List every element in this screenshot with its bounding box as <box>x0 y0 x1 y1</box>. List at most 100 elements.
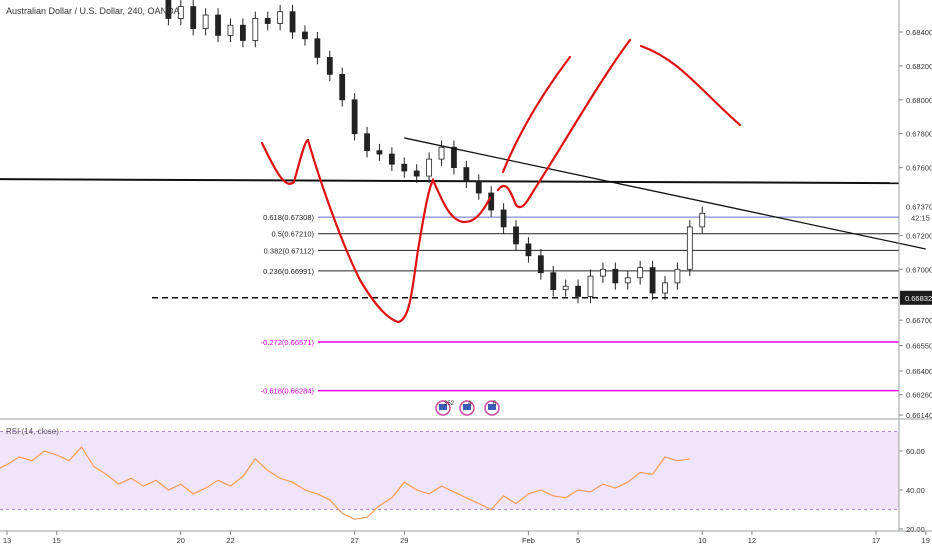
price-pane: 0.618(0.67308) 0.5(0.67210) 0.382(0.67112)… <box>0 0 926 419</box>
candle-body <box>314 38 321 58</box>
candle-body <box>525 243 532 257</box>
time-axis-label: 10 <box>698 536 706 545</box>
price-axis-label: 0.67800 <box>906 130 932 139</box>
candle-body <box>289 11 296 33</box>
candle-body <box>451 146 457 168</box>
horizontal-line-layer <box>0 178 900 299</box>
candle-body <box>686 226 693 270</box>
fib-label: 0.382(0.67112) <box>264 246 315 255</box>
candle-body <box>202 14 209 30</box>
price-axis-label: 0.68400 <box>906 28 932 37</box>
time-axis-label: 5 <box>576 536 580 545</box>
price-axis-label: 0.67000 <box>906 265 932 274</box>
hand-drawn-curve <box>501 55 572 174</box>
hand-drawn-curve <box>260 138 492 324</box>
candle-body <box>177 6 184 19</box>
event-flag-icon: 4 <box>459 400 475 416</box>
price-axis-label: 0.68000 <box>906 96 932 105</box>
hand-drawing-layer <box>260 38 742 324</box>
price-axis-label: 0.68200 <box>906 62 932 71</box>
price-axis-label: 0.66700 <box>906 316 932 325</box>
candle-body <box>537 255 544 274</box>
price-axis-label: 0.67600 <box>906 164 932 173</box>
rsi-axis-label: 20.00 <box>906 525 925 534</box>
fib-label: 0.5(0.67210) <box>271 230 314 239</box>
event-flags: 352 4 6 <box>435 400 500 416</box>
fib-label: 0.618(0.67308) <box>263 213 314 222</box>
candle-body <box>624 277 631 284</box>
time-axis-label: Feb <box>522 536 535 545</box>
candle-body <box>388 153 395 165</box>
time-axis[interactable]: 131520222729Feb5101217192426Mar <box>3 531 932 545</box>
time-axis-label: 29 <box>400 536 408 545</box>
candle-body <box>649 267 656 294</box>
chart-title: Australian Dollar / U.S. Dollar, 240, OA… <box>6 6 180 16</box>
trendline-layer <box>404 137 926 250</box>
candle-body <box>463 167 470 182</box>
time-axis-label: 12 <box>748 536 756 545</box>
candle-body <box>600 268 606 277</box>
price-axis-label: 0.66260 <box>906 391 932 400</box>
candle-body <box>475 180 482 194</box>
price-axis-label: 0.67200 <box>906 231 932 240</box>
candle-body <box>326 57 333 75</box>
time-axis-label: 19 <box>922 536 930 545</box>
candle-body <box>302 31 308 40</box>
candle-body <box>239 24 246 41</box>
hand-drawn-curve <box>639 44 742 127</box>
candle-body <box>575 285 581 297</box>
time-axis-label: 27 <box>350 536 358 545</box>
event-flag-icon: 6 <box>484 400 500 416</box>
candle-body <box>339 73 346 101</box>
candle-body <box>351 99 358 135</box>
candle-body <box>426 158 433 177</box>
time-axis-label: 13 <box>3 536 11 545</box>
candle-body <box>500 209 507 228</box>
event-flag-body <box>488 404 496 410</box>
price-axis-label: 0.66400 <box>906 367 932 376</box>
time-axis-label: 20 <box>177 536 185 545</box>
last-price-tag-box <box>900 290 932 305</box>
event-flag-label: 4 <box>468 401 472 407</box>
price-tag-label: 0.67370 <box>906 203 932 212</box>
candle-body <box>364 133 370 152</box>
price-candles <box>165 0 706 304</box>
candle-body <box>699 212 706 228</box>
candle-body <box>662 282 668 294</box>
event-flag-icon: 352 <box>435 400 455 416</box>
candle-body <box>438 146 445 160</box>
candle-body <box>165 0 172 19</box>
price-pane-background <box>0 0 899 419</box>
time-axis-label: 22 <box>226 536 234 545</box>
candle-body <box>550 272 557 291</box>
time-axis-label: 15 <box>52 536 60 545</box>
hand-drawn-curve <box>496 38 632 209</box>
candle-body <box>562 285 569 291</box>
rsi-pane: RSI (14, close) 60.00 40.00 20.00 <box>0 427 925 534</box>
price-axis[interactable]: 0.68400 0.68200 0.68000 0.67800 0.67600 0.672… <box>899 28 932 420</box>
rsi-label: RSI (14, close) <box>6 427 59 436</box>
candle-body <box>277 11 284 24</box>
price-axis-label: 0.66550 <box>906 342 932 351</box>
candle-body <box>215 14 221 36</box>
price-axis-label: 0.66140 <box>906 411 932 420</box>
trendline <box>404 137 926 250</box>
candle-body <box>264 18 271 24</box>
fib-label: -0.272(0.66571) <box>261 338 315 347</box>
time-axis-label: 17 <box>872 536 880 545</box>
last-price-tag-label: 0.66832 <box>905 294 932 303</box>
event-flag-body <box>439 404 447 410</box>
candle-body <box>401 163 408 172</box>
fib-label: -0.618(0.66284) <box>261 387 315 396</box>
rsi-series-line <box>0 446 690 520</box>
rsi-axis-label: 60.00 <box>906 447 925 456</box>
event-flag-label: 352 <box>444 401 455 407</box>
rsi-axis-label: 40.00 <box>906 486 925 495</box>
rsi-axis: 60.00 40.00 20.00 <box>899 447 925 534</box>
countdown-label: 42:15 <box>911 214 930 223</box>
candle-body <box>413 170 420 177</box>
candle-body <box>376 150 383 155</box>
candle-body <box>674 268 681 284</box>
candle-body <box>227 24 234 36</box>
